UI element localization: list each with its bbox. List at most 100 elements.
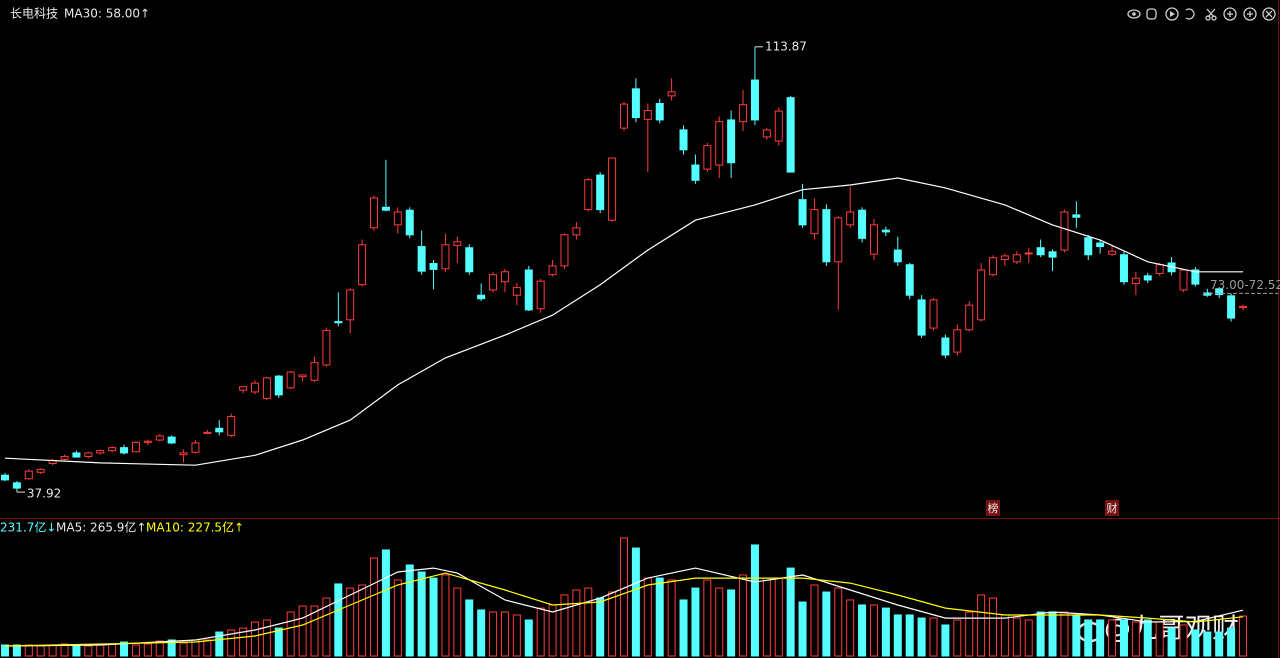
- candle-body: [72, 452, 81, 458]
- hand-icon[interactable]: [1146, 8, 1157, 20]
- volume-bar: [655, 577, 664, 657]
- volume-bar: [310, 605, 319, 657]
- candle-body: [858, 209, 867, 239]
- candle-body: [1072, 214, 1081, 218]
- volume-label: 231.7亿↓: [0, 520, 56, 535]
- volume-bar: [1000, 614, 1009, 657]
- volume-bar: [286, 611, 295, 657]
- volume-bar: [858, 604, 867, 657]
- close-icon[interactable]: [1262, 7, 1276, 21]
- volume-bar: [1143, 619, 1152, 657]
- volume-bar: [441, 574, 450, 657]
- volume-bar: [1227, 627, 1236, 657]
- candle-body: [1048, 251, 1057, 258]
- candle-body: [786, 97, 795, 173]
- candle-body: [441, 244, 450, 270]
- volume-bar: [822, 591, 831, 657]
- candle-body: [191, 442, 200, 453]
- volume-bar: [143, 643, 152, 657]
- volume-bar: [905, 614, 914, 657]
- candle-body: [608, 157, 617, 221]
- candle-body: [1191, 269, 1200, 285]
- candle-body: [512, 287, 521, 296]
- candle-body: [417, 246, 426, 272]
- candle-body: [572, 227, 581, 236]
- volume-bar: [572, 589, 581, 657]
- volume-bar: [322, 597, 331, 657]
- volume-ma5-line: [4, 567, 1244, 647]
- candle-body: [465, 247, 474, 273]
- add-icon[interactable]: [1223, 7, 1237, 21]
- candle-body: [953, 329, 962, 353]
- candle-body: [36, 468, 45, 473]
- replay-icon[interactable]: [1185, 8, 1195, 20]
- candle-body: [1179, 269, 1188, 291]
- candle-body: [750, 79, 759, 121]
- event-marker: [1105, 500, 1120, 516]
- candle-body: [239, 386, 248, 391]
- candle-body: [1036, 247, 1045, 256]
- volume-bar: [167, 639, 176, 657]
- candle-body: [1155, 264, 1164, 275]
- volume-bar: [1012, 617, 1021, 657]
- candle-body: [560, 234, 569, 267]
- candle-body: [203, 431, 212, 434]
- volume-bar: [643, 577, 652, 657]
- toolbar: [1127, 7, 1276, 21]
- volume-bar: [1131, 621, 1140, 657]
- zoom-in-icon[interactable]: [1243, 7, 1257, 21]
- candle-body: [1203, 292, 1212, 296]
- candle-body: [727, 119, 736, 164]
- volume-bar: [608, 591, 617, 657]
- volume-bar: [750, 544, 759, 657]
- volume-bar: [631, 547, 640, 657]
- volume-bar: [512, 614, 521, 657]
- volume-bar: [881, 607, 890, 657]
- volume-bar: [393, 579, 402, 657]
- volume-bar: [358, 584, 367, 657]
- volume-bar: [36, 645, 45, 657]
- candle-body: [715, 121, 724, 166]
- candle-body: [131, 441, 140, 453]
- candle-body: [536, 280, 545, 310]
- candle-body: [167, 436, 176, 444]
- candle-body: [453, 241, 462, 246]
- candle-body: [60, 455, 69, 460]
- volume-bar: [667, 579, 676, 657]
- volume-bar: [12, 644, 21, 657]
- candle-body: [1119, 254, 1128, 283]
- volume-bar: [120, 641, 129, 657]
- volume-bar: [1096, 619, 1105, 657]
- volume-bar: [703, 579, 712, 657]
- candle-body: [286, 371, 295, 389]
- volume-bar: [953, 619, 962, 657]
- candle-body: [941, 337, 950, 356]
- event-marker-label: 榜: [988, 501, 999, 515]
- volume-bar: [1060, 611, 1069, 657]
- candle-body: [1084, 237, 1093, 256]
- volume-bar: [465, 599, 474, 657]
- volume-bar: [1179, 624, 1188, 657]
- candle-body: [524, 269, 533, 311]
- candle-body: [810, 209, 819, 235]
- ma30-line: [4, 177, 1243, 466]
- candle-body: [489, 274, 498, 291]
- candle-body: [274, 375, 283, 396]
- play-icon[interactable]: [1165, 7, 1179, 21]
- candle-body: [584, 179, 593, 211]
- candle-body: [310, 362, 319, 381]
- extreme-label: 113.87: [765, 39, 807, 53]
- candle-body: [691, 164, 700, 181]
- candle-body: [905, 264, 914, 296]
- volume-bar: [846, 599, 855, 657]
- volume-bar: [1072, 614, 1081, 657]
- volume-bar: [798, 601, 807, 657]
- candle-body: [798, 199, 807, 226]
- volume-bar: [941, 624, 950, 657]
- scissors-icon[interactable]: [1205, 8, 1217, 21]
- volume-bar: [584, 587, 593, 657]
- eye-icon[interactable]: [1127, 9, 1141, 19]
- volume-bar: [215, 631, 224, 657]
- candle-body: [227, 416, 236, 436]
